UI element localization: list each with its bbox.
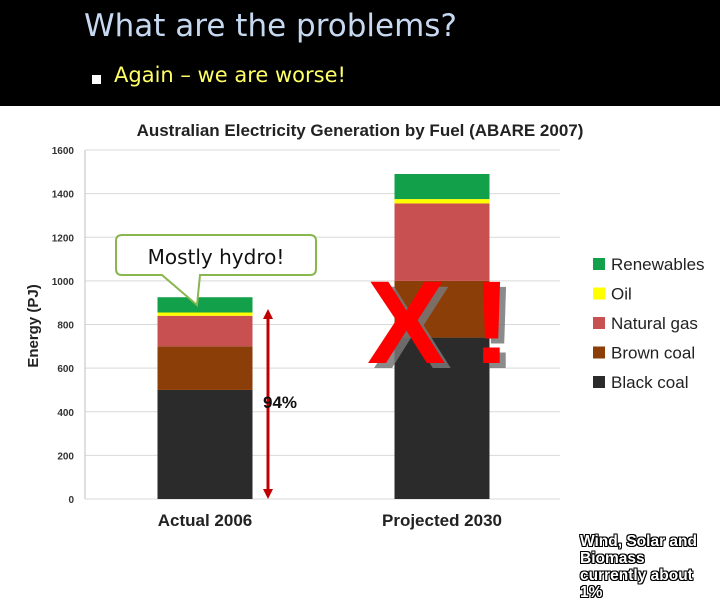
chart-area: Australian Electricity Generation by Fue… — [0, 106, 720, 601]
bars — [157, 173, 490, 499]
legend: Renewables Oil Natural gas Brown coal Black … — [593, 255, 705, 392]
bar-segment — [394, 199, 490, 204]
bar-segment — [157, 315, 253, 347]
bullet-square-icon — [92, 75, 101, 84]
slide-title: What are the problems? — [84, 8, 457, 44]
chart-title: Australian Electricity Generation by Fue… — [137, 121, 584, 140]
legend-swatch — [593, 317, 605, 329]
bar-segment — [157, 389, 253, 499]
legend-swatch — [593, 376, 605, 388]
y-tick-label: 0 — [68, 495, 74, 506]
legend-label: Black coal — [611, 373, 688, 392]
exclaim-shadow: ! — [478, 262, 517, 394]
renewables-note: Wind, Solar and Biomass currently about … — [580, 533, 697, 601]
bar-segment — [157, 346, 253, 390]
y-tick-label: 1400 — [52, 190, 75, 201]
bar-segment — [157, 297, 253, 313]
y-tick-label: 600 — [57, 364, 74, 375]
legend-label: Oil — [611, 285, 632, 304]
bar-segment — [157, 312, 253, 316]
y-tick-label: 1200 — [52, 233, 75, 244]
y-tick-label: 200 — [57, 451, 74, 462]
x-tick-label: Actual 2006 — [158, 511, 253, 530]
slide-bullet: Again – we are worse! — [114, 63, 346, 87]
y-tick-label: 1600 — [52, 146, 75, 157]
legend-label: Natural gas — [611, 314, 698, 333]
bar-segment — [394, 337, 490, 499]
legend-label: Brown coal — [611, 344, 695, 363]
y-tick-label: 800 — [57, 321, 74, 332]
y-tick-label: 1000 — [52, 277, 75, 288]
bar-segment — [394, 173, 490, 200]
warning-mark: X X ! ! — [367, 257, 517, 394]
y-axis-label: Energy (PJ) — [25, 284, 42, 367]
energy-chart: Australian Electricity Generation by Fue… — [25, 121, 705, 530]
y-axis-ticks: 0 200 400 600 800 1000 1200 1400 1600 — [52, 146, 75, 506]
legend-swatch — [593, 287, 605, 300]
exclaim-mark: ! — [472, 257, 511, 389]
y-tick-label: 400 — [57, 408, 74, 419]
callout-bubble: Mostly hydro! — [115, 234, 317, 308]
callout-text: Mostly hydro! — [148, 245, 285, 269]
cross-shadow: X — [373, 262, 452, 394]
share-percent-label: 94% — [263, 393, 297, 412]
bar-segment — [394, 203, 490, 281]
cross-mark: X — [367, 257, 446, 389]
legend-swatch — [593, 258, 605, 270]
slide-header: What are the problems? Again – we are wo… — [0, 0, 720, 106]
bar-segment — [394, 280, 490, 338]
x-tick-label: Projected 2030 — [382, 511, 502, 530]
x-axis-ticks: Actual 2006 Projected 2030 — [158, 511, 502, 530]
legend-label: Renewables — [611, 255, 705, 274]
legend-swatch — [593, 346, 605, 359]
